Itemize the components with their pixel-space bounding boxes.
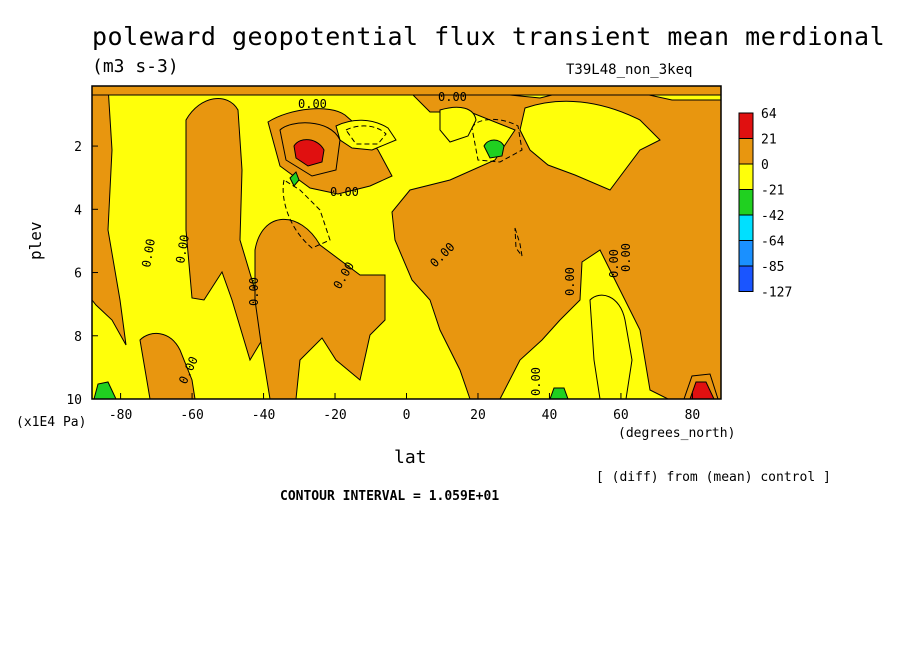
thin-contour <box>279 122 341 177</box>
x-tick-label: 0 <box>403 408 411 423</box>
colorbar-swatch <box>738 138 754 165</box>
contour-label: 0.00 <box>330 185 359 199</box>
run-label: T39L48_non_3keq <box>566 62 693 78</box>
colorbar-level-label: -21 <box>761 184 784 199</box>
region-sh-column <box>185 98 263 362</box>
x-tick-label: 40 <box>542 408 558 423</box>
cutout-nh-upper <box>519 100 661 191</box>
max-sh-upper <box>293 139 325 167</box>
region-sh-lower <box>139 332 196 399</box>
plot-area <box>92 86 721 399</box>
colorbar-level-label: 64 <box>761 107 777 122</box>
x-axis-ticks: -80 -60 -40 -20 0 20 40 60 80 <box>109 393 700 423</box>
contour-label: 0.00 <box>607 249 621 278</box>
y-tick-label: 10 <box>66 393 82 408</box>
contour-label: 0.00 <box>298 97 327 111</box>
region-far-sh <box>92 86 127 346</box>
x-tick-label: 20 <box>470 408 486 423</box>
y-tick-label: 2 <box>74 140 82 155</box>
chart-units: (m3 s-3) <box>92 56 179 77</box>
contour-label: 0.00 <box>619 243 633 272</box>
max-nh-surface <box>689 381 715 399</box>
x-tick-label: -40 <box>252 408 275 423</box>
positive-regions <box>92 86 721 399</box>
min-sh-surface <box>93 381 117 399</box>
contour-label: 0.00 <box>247 277 261 306</box>
contour-label: 0.00 <box>563 267 577 296</box>
min-nh-surface <box>549 387 569 399</box>
x-tick-label: 60 <box>613 408 629 423</box>
min-sh-upper <box>289 171 300 187</box>
thin-contour <box>683 373 719 399</box>
y-tick-label: 6 <box>74 267 82 282</box>
x-tick-label: -80 <box>109 408 132 423</box>
colorbar-swatch <box>738 163 754 190</box>
colorbar-swatch <box>738 189 754 216</box>
contour-label: 0.00 <box>438 90 467 104</box>
x-axis-label: lat <box>394 447 427 468</box>
y-tick-label: 8 <box>74 330 82 345</box>
maxima <box>293 139 715 399</box>
colorbar-level-label: -85 <box>761 260 784 275</box>
contour-label: 0.00 <box>173 234 192 265</box>
colorbar-level-label: -64 <box>761 235 785 250</box>
colorbar-swatch <box>738 112 754 139</box>
negative-cutouts <box>335 100 661 399</box>
contour-interval: CONTOUR INTERVAL = 1.059E+01 <box>280 489 500 504</box>
x-tick-label: 80 <box>685 408 701 423</box>
colorbar-level-label: 21 <box>761 133 777 148</box>
min-nh-upper <box>483 139 505 159</box>
x-axis-unit: (degrees_north) <box>618 426 736 441</box>
colorbar-legend: 64 21 0 -21 -42 -64 -85 -127 <box>738 107 792 301</box>
minima <box>93 139 569 399</box>
colorbar-swatch <box>738 240 754 267</box>
cutout-sh-upper <box>335 119 397 151</box>
chart-title: poleward geopotential flux transient mea… <box>92 22 886 51</box>
contour-label: 0.00 <box>139 238 158 269</box>
y-tick-label: 4 <box>74 203 82 218</box>
region-top-strip <box>92 86 721 96</box>
x-tick-label: -60 <box>180 408 203 423</box>
dashed-contour <box>471 119 523 163</box>
colorbar-level-label: -127 <box>761 286 792 301</box>
negative-contours <box>282 119 523 257</box>
contour-labels: 0.00 0.00 0.00 0.00 0.00 0.00 0.00 0.00 … <box>139 90 633 396</box>
dashed-contour <box>282 179 331 249</box>
colorbar-level-label: -42 <box>761 209 784 224</box>
x-tick-label: -20 <box>323 408 346 423</box>
cutout-nh-lower <box>589 294 633 399</box>
colorbar-swatch <box>738 214 754 241</box>
y-axis-unit: (x1E4 Pa) <box>16 415 87 430</box>
colorbar-swatch <box>738 265 754 292</box>
y-axis-ticks: 2 4 6 8 10 <box>66 140 98 408</box>
colorbar-level-label: 0 <box>761 158 769 173</box>
cutout-eq-upper <box>439 106 477 143</box>
diff-note: [ (diff) from (mean) control ] <box>596 470 831 485</box>
dashed-contour <box>514 227 523 257</box>
positive-contours <box>279 122 719 399</box>
region-sh-base <box>254 218 386 399</box>
contour-label: 0.00 <box>529 367 543 396</box>
